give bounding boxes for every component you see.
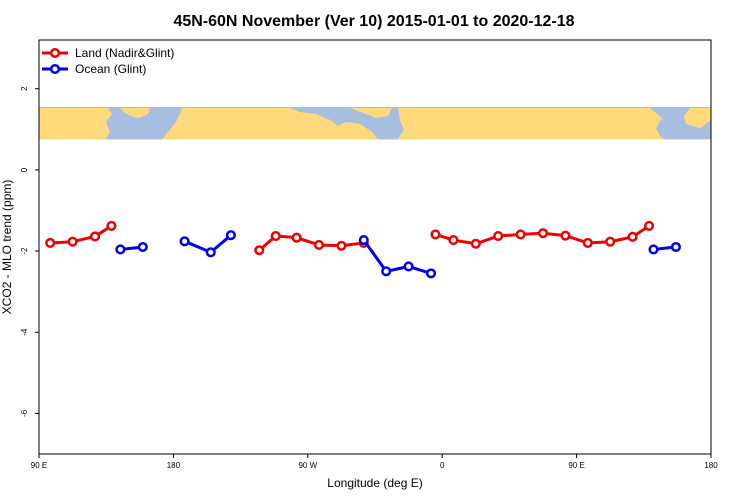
y-tick-label: -6 (20, 409, 29, 417)
legend-label-ocean: Ocean (Glint) (75, 62, 146, 76)
y-axis: 2 0 -2 -4 -6 (20, 86, 39, 417)
series-ocean (115, 230, 681, 279)
data-point (381, 266, 392, 277)
series-layer (45, 220, 681, 279)
data-point (448, 235, 459, 246)
data-point (425, 268, 437, 279)
data-point (648, 244, 659, 255)
x-tick-label: 90 W (298, 461, 317, 470)
x-tick-label: 90 E (568, 461, 584, 470)
data-point (537, 228, 549, 239)
data-point (627, 231, 638, 242)
data-point (137, 241, 148, 253)
legend-item-land: Land (Nadir&Glint) (42, 46, 174, 60)
chart-title: 45N-60N November (Ver 10) 2015-01-01 to … (173, 13, 574, 30)
data-point (336, 240, 347, 251)
data-point (430, 229, 441, 240)
map-band (39, 106, 711, 140)
y-tick-label: 2 (20, 86, 29, 91)
data-point (179, 236, 190, 247)
data-point (67, 236, 78, 247)
data-point (115, 244, 126, 255)
data-point (89, 231, 101, 242)
data-point (358, 235, 369, 246)
data-point (254, 245, 265, 256)
data-point (205, 247, 216, 258)
data-point (582, 237, 593, 248)
data-point (470, 238, 481, 249)
y-tick-label: 0 (20, 167, 29, 172)
data-point (45, 237, 56, 248)
data-point (670, 241, 681, 253)
data-point (515, 229, 526, 240)
x-tick-label: 0 (440, 461, 445, 470)
y-tick-label: -2 (20, 247, 29, 255)
data-point (106, 220, 117, 231)
y-tick-label: -4 (20, 328, 29, 336)
x-tick-label: 180 (167, 461, 181, 470)
legend-label-land: Land (Nadir&Glint) (75, 46, 174, 60)
plot-frame (38, 39, 712, 455)
data-point (270, 230, 281, 242)
x-axis-label: Longitude (deg E) (327, 476, 422, 490)
series-line (362, 239, 432, 275)
data-point (493, 230, 504, 242)
x-axis: 90 E 180 90 W 0 90 E 180 (31, 454, 718, 470)
data-point (560, 230, 571, 241)
legend-item-ocean: Ocean (Glint) (42, 62, 146, 76)
data-point (403, 261, 414, 272)
map-land (39, 108, 711, 140)
y-axis-label: XCO2 - MLO trend (ppm) (0, 180, 14, 315)
data-point (605, 236, 616, 247)
data-point (291, 232, 302, 243)
series-line (50, 224, 113, 245)
series-land (45, 220, 655, 256)
x-tick-label: 90 E (31, 461, 47, 470)
legend: Land (Nadir&Glint) Ocean (Glint) (42, 46, 174, 76)
data-point (643, 220, 655, 231)
x-tick-label: 180 (704, 461, 718, 470)
data-point (225, 230, 236, 241)
data-point (313, 239, 325, 251)
